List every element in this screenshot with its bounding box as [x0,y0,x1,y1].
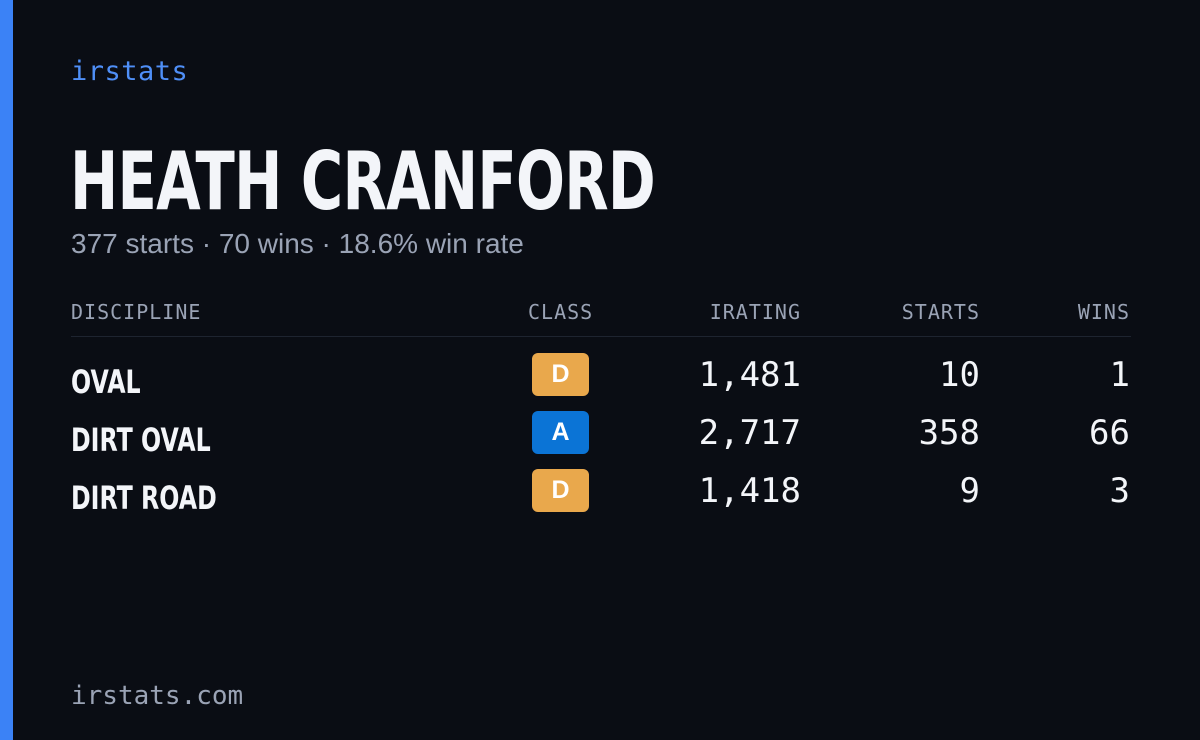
starts-value: 358 [918,413,980,453]
table-row: OVAL D 1,481 10 1 [71,353,1131,411]
driver-summary: 377 starts · 70 wins · 18.6% win rate [71,228,524,259]
table-row: DIRT ROAD D 1,418 9 3 [71,469,1131,527]
brand-logo: irstats [71,56,189,87]
table-row: DIRT OVAL A 2,717 358 66 [71,411,1131,469]
driver-name: HEATH CRANFORD [70,135,656,228]
discipline-name: DIRT OVAL [71,421,211,459]
class-badge: A [532,411,589,454]
header-starts: STARTS [901,300,980,324]
starts-value: 10 [939,355,980,395]
discipline-name: OVAL [71,363,141,401]
irating-value: 1,418 [698,471,801,511]
header-discipline: DISCIPLINE [71,300,202,324]
footer-url[interactable]: irstats.com [71,681,244,711]
irating-value: 1,481 [698,355,801,395]
header-wins: WINS [1077,300,1130,324]
accent-bar [0,0,13,740]
starts-value: 9 [959,471,980,511]
table-header: DISCIPLINE CLASS IRATING STARTS WINS [71,298,1131,337]
table-body: OVAL D 1,481 10 1 DIRT OVAL A 2,717 358 … [71,337,1131,527]
discipline-name: DIRT ROAD [71,479,217,517]
class-badge: D [532,353,589,396]
irating-value: 2,717 [698,413,801,453]
wins-value: 66 [1089,413,1130,453]
header-class: CLASS [528,300,594,324]
wins-value: 3 [1109,471,1130,511]
class-badge: D [532,469,589,512]
wins-value: 1 [1109,355,1130,395]
header-irating: IRATING [709,300,801,324]
stats-table: DISCIPLINE CLASS IRATING STARTS WINS OVA… [71,298,1131,527]
